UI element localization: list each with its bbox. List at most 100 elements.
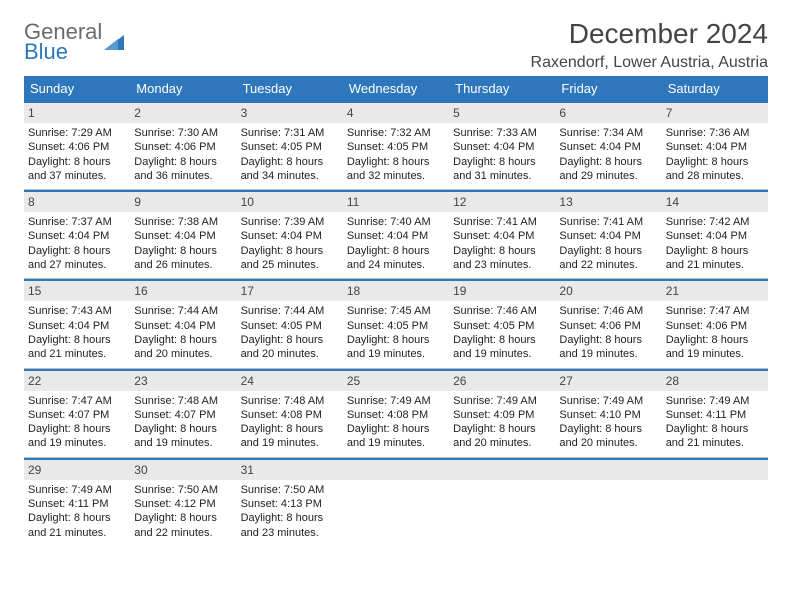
day-number: 31 bbox=[237, 460, 343, 480]
daylight-line: Daylight: 8 hours and 21 minutes. bbox=[28, 333, 126, 362]
sunrise-line: Sunrise: 7:38 AM bbox=[134, 215, 232, 229]
day-cell: 31Sunrise: 7:50 AMSunset: 4:13 PMDayligh… bbox=[237, 458, 343, 546]
day-cell bbox=[343, 458, 449, 546]
day-cell: 11Sunrise: 7:40 AMSunset: 4:04 PMDayligh… bbox=[343, 190, 449, 278]
sunset-line: Sunset: 4:10 PM bbox=[559, 408, 657, 422]
day-cell: 17Sunrise: 7:44 AMSunset: 4:05 PMDayligh… bbox=[237, 279, 343, 367]
sunset-line: Sunset: 4:04 PM bbox=[241, 229, 339, 243]
day-number: 8 bbox=[24, 192, 130, 212]
day-cell: 19Sunrise: 7:46 AMSunset: 4:05 PMDayligh… bbox=[449, 279, 555, 367]
day-cell: 22Sunrise: 7:47 AMSunset: 4:07 PMDayligh… bbox=[24, 369, 130, 457]
sunrise-line: Sunrise: 7:29 AM bbox=[28, 126, 126, 140]
day-cell: 6Sunrise: 7:34 AMSunset: 4:04 PMDaylight… bbox=[555, 101, 661, 189]
day-number: 22 bbox=[24, 371, 130, 391]
day-body: Sunrise: 7:29 AMSunset: 4:06 PMDaylight:… bbox=[24, 123, 130, 189]
sunset-line: Sunset: 4:06 PM bbox=[559, 319, 657, 333]
sunset-line: Sunset: 4:06 PM bbox=[134, 140, 232, 154]
day-number: 2 bbox=[130, 103, 236, 123]
day-body: Sunrise: 7:40 AMSunset: 4:04 PMDaylight:… bbox=[343, 212, 449, 278]
daylight-line: Daylight: 8 hours and 21 minutes. bbox=[666, 422, 764, 451]
location: Raxendorf, Lower Austria, Austria bbox=[531, 54, 768, 72]
sunrise-line: Sunrise: 7:49 AM bbox=[453, 394, 551, 408]
day-number: 13 bbox=[555, 192, 661, 212]
day-number: 24 bbox=[237, 371, 343, 391]
sunrise-line: Sunrise: 7:31 AM bbox=[241, 126, 339, 140]
day-number: 25 bbox=[343, 371, 449, 391]
sunset-line: Sunset: 4:05 PM bbox=[347, 319, 445, 333]
day-body: Sunrise: 7:44 AMSunset: 4:05 PMDaylight:… bbox=[237, 301, 343, 367]
daylight-line: Daylight: 8 hours and 19 minutes. bbox=[666, 333, 764, 362]
day-number: 7 bbox=[662, 103, 768, 123]
day-of-week-row: Sunday Monday Tuesday Wednesday Thursday… bbox=[24, 76, 768, 101]
daylight-line: Daylight: 8 hours and 19 minutes. bbox=[241, 422, 339, 451]
sunset-line: Sunset: 4:11 PM bbox=[666, 408, 764, 422]
page-title: December 2024 bbox=[531, 18, 768, 50]
sunrise-line: Sunrise: 7:46 AM bbox=[559, 304, 657, 318]
day-number: 30 bbox=[130, 460, 236, 480]
sunset-line: Sunset: 4:07 PM bbox=[134, 408, 232, 422]
dow-wednesday: Wednesday bbox=[343, 76, 449, 101]
day-number: 21 bbox=[662, 281, 768, 301]
daylight-line: Daylight: 8 hours and 25 minutes. bbox=[241, 244, 339, 273]
day-body bbox=[555, 480, 661, 534]
day-cell: 5Sunrise: 7:33 AMSunset: 4:04 PMDaylight… bbox=[449, 101, 555, 189]
sunset-line: Sunset: 4:04 PM bbox=[347, 229, 445, 243]
sunrise-line: Sunrise: 7:50 AM bbox=[134, 483, 232, 497]
day-cell bbox=[662, 458, 768, 546]
daylight-line: Daylight: 8 hours and 19 minutes. bbox=[28, 422, 126, 451]
day-number: 12 bbox=[449, 192, 555, 212]
day-cell: 2Sunrise: 7:30 AMSunset: 4:06 PMDaylight… bbox=[130, 101, 236, 189]
week-row: 1Sunrise: 7:29 AMSunset: 4:06 PMDaylight… bbox=[24, 101, 768, 190]
daylight-line: Daylight: 8 hours and 20 minutes. bbox=[559, 422, 657, 451]
sunrise-line: Sunrise: 7:43 AM bbox=[28, 304, 126, 318]
day-number: 20 bbox=[555, 281, 661, 301]
sunset-line: Sunset: 4:13 PM bbox=[241, 497, 339, 511]
day-body: Sunrise: 7:31 AMSunset: 4:05 PMDaylight:… bbox=[237, 123, 343, 189]
day-body: Sunrise: 7:47 AMSunset: 4:06 PMDaylight:… bbox=[662, 301, 768, 367]
daylight-line: Daylight: 8 hours and 19 minutes. bbox=[453, 333, 551, 362]
sunrise-line: Sunrise: 7:36 AM bbox=[666, 126, 764, 140]
daylight-line: Daylight: 8 hours and 21 minutes. bbox=[28, 511, 126, 540]
weeks-container: 1Sunrise: 7:29 AMSunset: 4:06 PMDaylight… bbox=[24, 101, 768, 546]
day-number: 19 bbox=[449, 281, 555, 301]
day-body bbox=[449, 480, 555, 534]
sunset-line: Sunset: 4:06 PM bbox=[666, 319, 764, 333]
daylight-line: Daylight: 8 hours and 22 minutes. bbox=[134, 511, 232, 540]
day-body: Sunrise: 7:49 AMSunset: 4:08 PMDaylight:… bbox=[343, 391, 449, 457]
sunrise-line: Sunrise: 7:46 AM bbox=[453, 304, 551, 318]
day-body: Sunrise: 7:50 AMSunset: 4:12 PMDaylight:… bbox=[130, 480, 236, 546]
daylight-line: Daylight: 8 hours and 36 minutes. bbox=[134, 155, 232, 184]
day-body: Sunrise: 7:42 AMSunset: 4:04 PMDaylight:… bbox=[662, 212, 768, 278]
day-number: 3 bbox=[237, 103, 343, 123]
sunrise-line: Sunrise: 7:48 AM bbox=[241, 394, 339, 408]
day-body: Sunrise: 7:45 AMSunset: 4:05 PMDaylight:… bbox=[343, 301, 449, 367]
day-body: Sunrise: 7:38 AMSunset: 4:04 PMDaylight:… bbox=[130, 212, 236, 278]
calendar: Sunday Monday Tuesday Wednesday Thursday… bbox=[24, 76, 768, 546]
sunrise-line: Sunrise: 7:32 AM bbox=[347, 126, 445, 140]
sunset-line: Sunset: 4:04 PM bbox=[28, 319, 126, 333]
sunrise-line: Sunrise: 7:49 AM bbox=[347, 394, 445, 408]
day-cell: 29Sunrise: 7:49 AMSunset: 4:11 PMDayligh… bbox=[24, 458, 130, 546]
day-body bbox=[662, 480, 768, 534]
day-number bbox=[555, 460, 661, 480]
day-cell: 4Sunrise: 7:32 AMSunset: 4:05 PMDaylight… bbox=[343, 101, 449, 189]
sunset-line: Sunset: 4:05 PM bbox=[241, 140, 339, 154]
day-body: Sunrise: 7:49 AMSunset: 4:11 PMDaylight:… bbox=[24, 480, 130, 546]
sunset-line: Sunset: 4:06 PM bbox=[28, 140, 126, 154]
sunset-line: Sunset: 4:11 PM bbox=[28, 497, 126, 511]
day-body: Sunrise: 7:46 AMSunset: 4:05 PMDaylight:… bbox=[449, 301, 555, 367]
day-cell: 14Sunrise: 7:42 AMSunset: 4:04 PMDayligh… bbox=[662, 190, 768, 278]
day-cell: 3Sunrise: 7:31 AMSunset: 4:05 PMDaylight… bbox=[237, 101, 343, 189]
daylight-line: Daylight: 8 hours and 26 minutes. bbox=[134, 244, 232, 273]
day-number: 11 bbox=[343, 192, 449, 212]
daylight-line: Daylight: 8 hours and 32 minutes. bbox=[347, 155, 445, 184]
sunset-line: Sunset: 4:04 PM bbox=[28, 229, 126, 243]
day-body: Sunrise: 7:41 AMSunset: 4:04 PMDaylight:… bbox=[555, 212, 661, 278]
sunrise-line: Sunrise: 7:41 AM bbox=[453, 215, 551, 229]
day-body: Sunrise: 7:33 AMSunset: 4:04 PMDaylight:… bbox=[449, 123, 555, 189]
day-body: Sunrise: 7:48 AMSunset: 4:07 PMDaylight:… bbox=[130, 391, 236, 457]
week-row: 29Sunrise: 7:49 AMSunset: 4:11 PMDayligh… bbox=[24, 458, 768, 546]
day-body: Sunrise: 7:46 AMSunset: 4:06 PMDaylight:… bbox=[555, 301, 661, 367]
day-cell: 21Sunrise: 7:47 AMSunset: 4:06 PMDayligh… bbox=[662, 279, 768, 367]
dow-saturday: Saturday bbox=[662, 76, 768, 101]
